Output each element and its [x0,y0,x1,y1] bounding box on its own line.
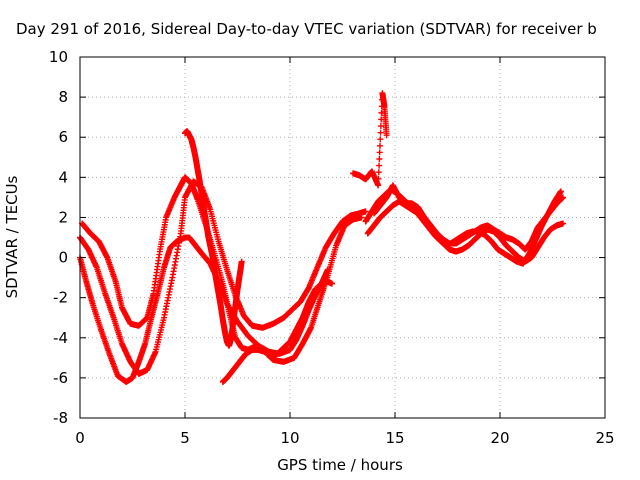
data-point [377,136,384,143]
data-point [238,258,245,265]
chart-title: Day 291 of 2016, Sidereal Day-to-day VTE… [16,20,597,38]
data-point [377,123,384,130]
series-3 [182,128,245,349]
data-point [362,208,369,215]
y-tick-label: 4 [58,168,68,186]
y-tick-label: -6 [53,369,68,387]
data-point [376,155,383,162]
series-4 [219,278,335,385]
y-axis-ticks: 10 8 6 4 2 0 -2 -4 -6 -8 [49,48,605,427]
y-tick-label: -4 [53,329,68,347]
data-point [557,188,564,195]
x-tick-label: 20 [490,429,509,447]
y-tick-label: -8 [53,409,68,427]
data-point [376,162,383,169]
x-tick-label: 25 [595,429,614,447]
data-point [560,220,566,227]
y-axis-label: SDTVAR / TECUs [3,175,21,298]
x-axis-ticks: 0 5 10 15 20 25 [75,57,615,447]
y-tick-label: 10 [49,48,68,66]
data-point [375,169,382,176]
data-point [329,280,335,287]
data-point [383,132,390,139]
data-point [358,214,365,221]
data-point [377,129,384,136]
x-tick-label: 5 [180,429,190,447]
y-tick-label: 6 [58,128,68,146]
y-tick-label: 8 [58,88,68,106]
data-point [376,149,383,156]
data-point [377,142,383,149]
data-points [77,90,566,385]
data-point [560,194,566,201]
y-tick-label: 2 [58,208,68,226]
series-8 [371,182,566,253]
y-tick-label: -2 [53,289,68,307]
x-tick-label: 0 [75,429,85,447]
data-point [375,182,382,189]
plot-frame [79,56,606,419]
series-0 [77,234,331,385]
y-tick-label: 0 [58,249,68,267]
x-tick-label: 10 [280,429,299,447]
series-5 [350,90,390,189]
x-tick-label: 15 [385,429,404,447]
data-point [375,175,382,182]
x-axis-label: GPS time / hours [277,456,403,474]
